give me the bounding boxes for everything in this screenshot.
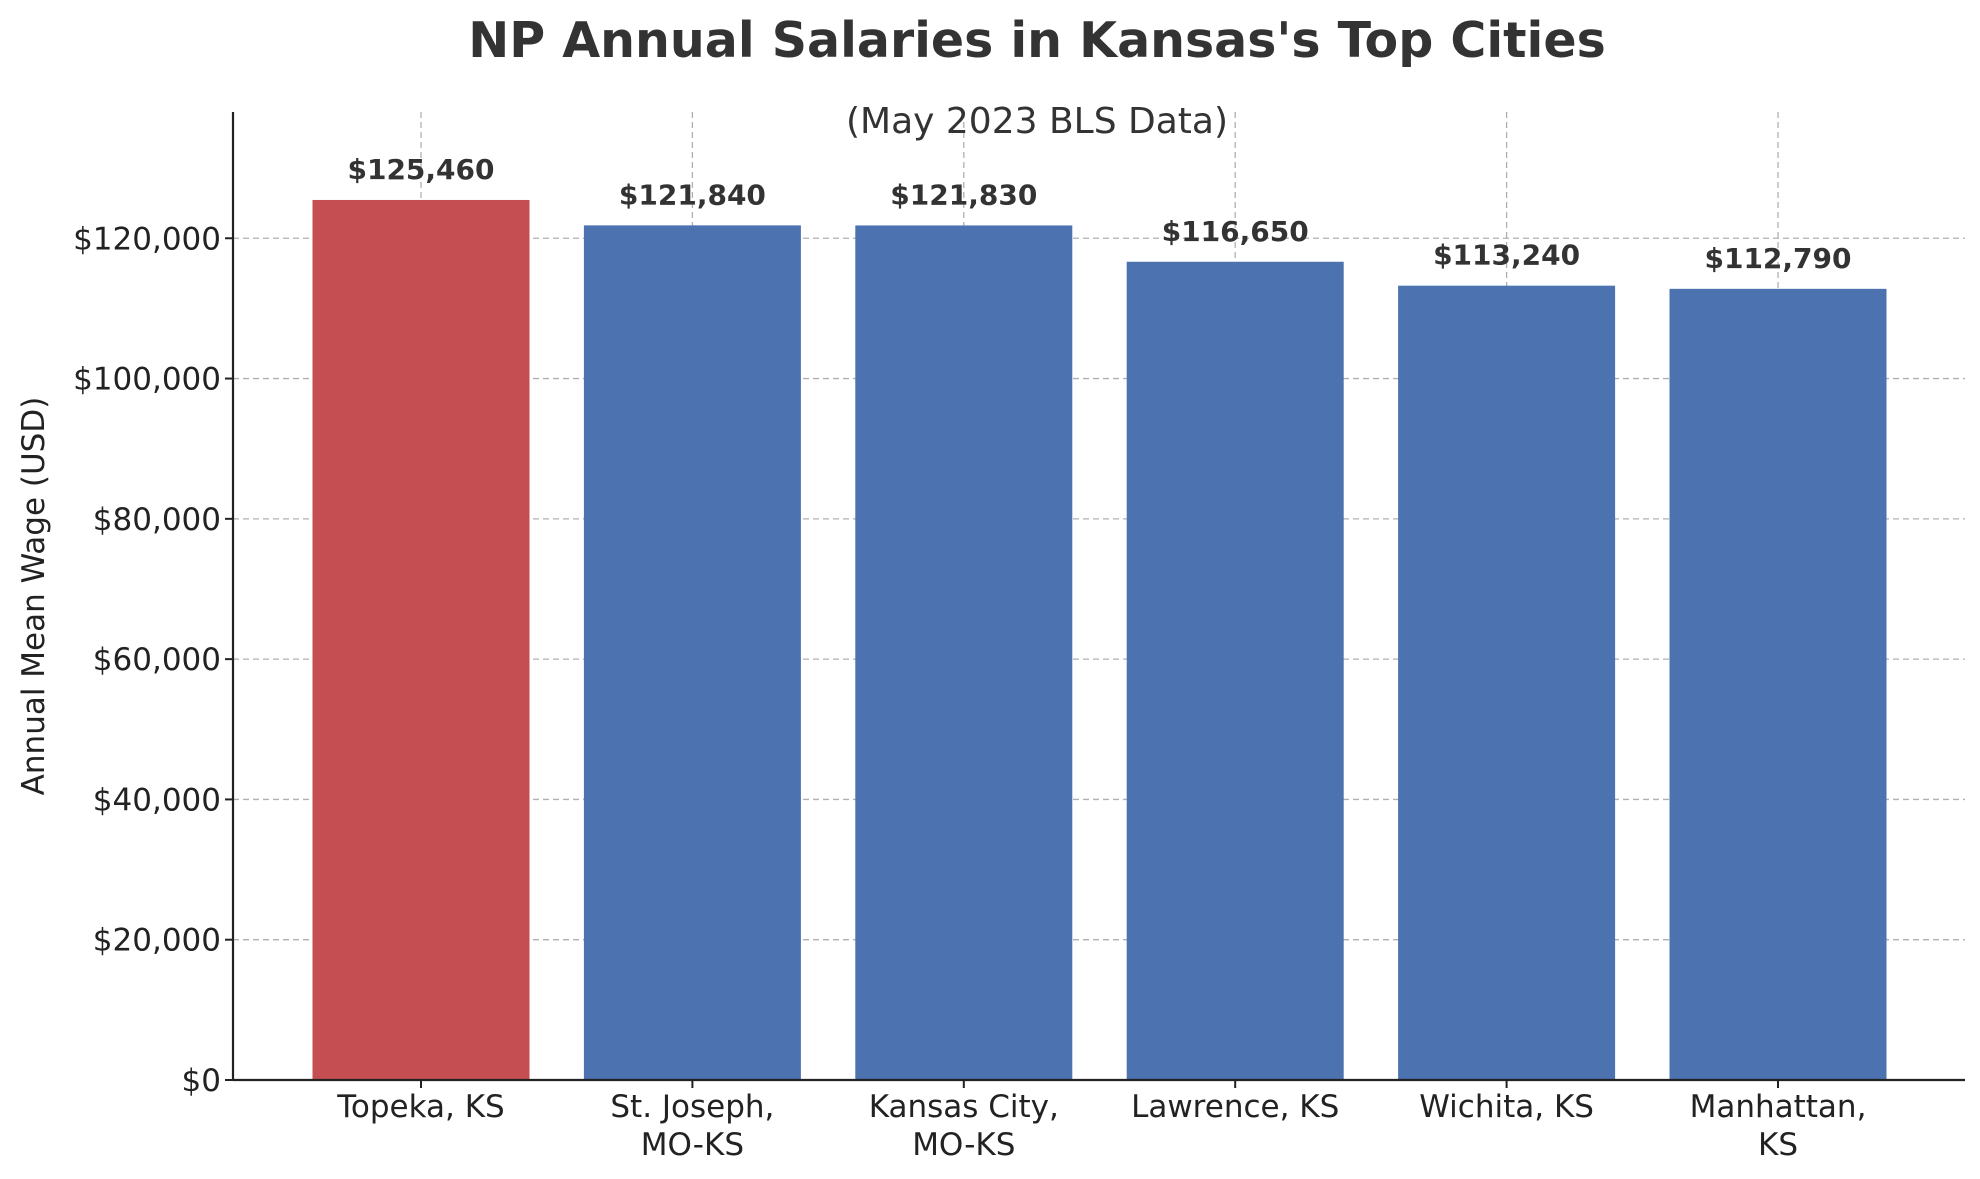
y-axis-label: Annual Mean Wage (USD) xyxy=(16,397,52,796)
bar xyxy=(855,225,1073,1081)
bars xyxy=(312,199,1887,1081)
x-tick-label-line: Manhattan, xyxy=(1690,1089,1867,1125)
x-tick-label-line: Kansas City, xyxy=(869,1089,1059,1125)
bar xyxy=(1398,285,1616,1080)
data-labels: $125,460 $121,840 $121,830 $116,650 $113,240… xyxy=(347,153,1851,275)
bar xyxy=(312,199,530,1081)
chart-subtitle: (May 2023 BLS Data) xyxy=(846,101,1228,142)
y-tick-label: $100,000 xyxy=(73,362,221,398)
x-tick-label-line: KS xyxy=(1758,1127,1798,1163)
bar xyxy=(1669,288,1887,1081)
x-tick-label: St. Joseph, MO-KS xyxy=(610,1089,774,1163)
x-tick-label-line: MO-KS xyxy=(641,1127,744,1163)
y-tick-labels: $0 $20,000 $40,000 $60,000 $80,000 $100,000 $1… xyxy=(73,221,233,1099)
axes xyxy=(231,112,1965,1082)
y-tick-label: $40,000 xyxy=(93,782,221,818)
x-tick-label-line: Topeka, KS xyxy=(336,1089,505,1125)
x-tick-label-line: Wichita, KS xyxy=(1419,1089,1594,1125)
x-tick-label-line: MO-KS xyxy=(912,1127,1015,1163)
bar-value-label: $121,840 xyxy=(619,178,766,211)
y-tick-label: $120,000 xyxy=(73,221,221,257)
y-tick-label: $20,000 xyxy=(93,923,221,959)
bar-value-label: $125,460 xyxy=(347,153,494,186)
y-tick-label: $60,000 xyxy=(93,642,221,678)
x-tick-label: Manhattan, KS xyxy=(1690,1089,1867,1163)
bar-value-label: $113,240 xyxy=(1433,239,1580,272)
x-tick-label: Lawrence, KS xyxy=(1131,1089,1339,1125)
x-tick-label: Wichita, KS xyxy=(1419,1089,1594,1125)
x-tick-label-line: Lawrence, KS xyxy=(1131,1089,1339,1125)
x-tick-label-line: St. Joseph, xyxy=(610,1089,774,1125)
bar xyxy=(1126,261,1344,1081)
bar xyxy=(583,225,801,1081)
bar-value-label: $116,650 xyxy=(1162,215,1309,248)
bar-value-label: $121,830 xyxy=(890,178,1037,211)
x-tick-label: Kansas City, MO-KS xyxy=(869,1089,1059,1163)
chart-title: NP Annual Salaries in Kansas's Top Citie… xyxy=(468,12,1605,69)
y-tick-label: $0 xyxy=(182,1063,221,1099)
y-tick-label: $80,000 xyxy=(93,502,221,538)
x-tick-label: Topeka, KS xyxy=(336,1089,505,1125)
bar-value-label: $112,790 xyxy=(1704,242,1851,275)
